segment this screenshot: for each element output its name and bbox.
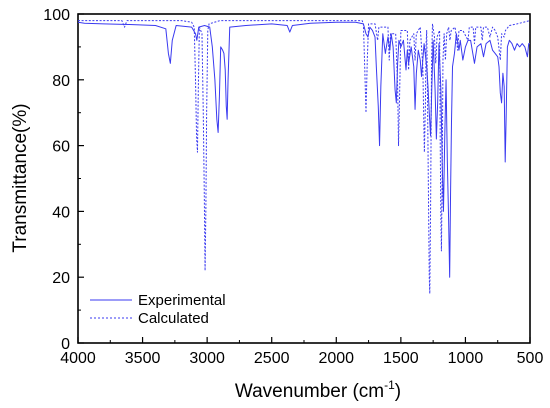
legend-label-calculated: Calculated bbox=[138, 310, 209, 327]
x-tick-label: 4000 bbox=[60, 350, 96, 367]
x-tick-label: 2500 bbox=[254, 350, 290, 367]
x-tick-label: 500 bbox=[517, 350, 544, 367]
y-tick-label: 20 bbox=[52, 270, 70, 287]
series-calculated-line bbox=[78, 20, 531, 295]
y-axis: 0 20 40 60 80 100 bbox=[43, 7, 84, 353]
y-axis-title: Transmittance(%) bbox=[10, 103, 31, 252]
y-tick-label: 100 bbox=[43, 7, 70, 24]
x-tick-label: 1000 bbox=[448, 350, 484, 367]
y-tick-label: 80 bbox=[52, 73, 70, 90]
x-axis-title-main: Wavenumber (cm bbox=[235, 381, 384, 402]
x-tick-label: 3000 bbox=[189, 350, 225, 367]
y-tick-label: 0 bbox=[61, 336, 70, 353]
x-tick-label: 1500 bbox=[383, 350, 419, 367]
x-tick-label: 2000 bbox=[318, 350, 354, 367]
legend: Experimental Calculated bbox=[90, 292, 226, 327]
x-axis-title: Wavenumber (cm-1) bbox=[235, 378, 401, 402]
x-axis-title-close: ) bbox=[395, 381, 401, 402]
x-tick-label: 3500 bbox=[125, 350, 161, 367]
x-axis-title-superscript: -1 bbox=[384, 378, 395, 392]
x-axis: 4000 3500 3000 2500 2000 1500 1000 500 bbox=[60, 337, 543, 367]
legend-label-experimental: Experimental bbox=[138, 292, 226, 309]
y-tick-label: 40 bbox=[52, 204, 70, 221]
y-tick-label: 60 bbox=[52, 139, 70, 156]
series-layer bbox=[77, 20, 531, 295]
series-experimental-line bbox=[77, 21, 530, 278]
